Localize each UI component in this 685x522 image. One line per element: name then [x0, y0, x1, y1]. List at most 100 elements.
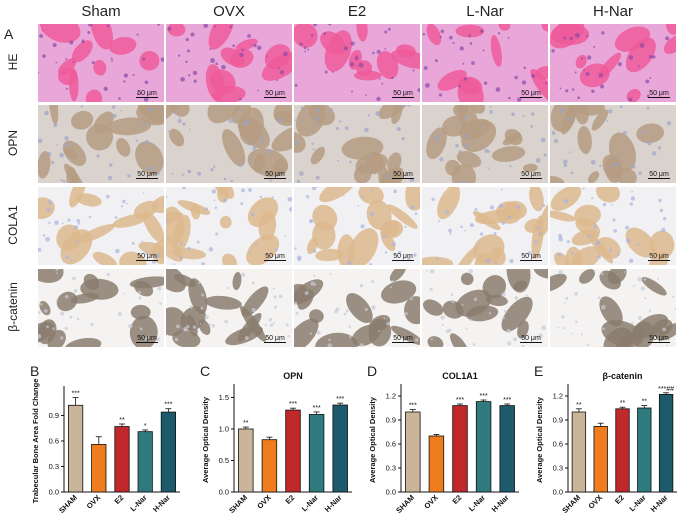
micrograph-tile: 50 μm [422, 24, 548, 102]
chart-title: COL1A1 [442, 371, 478, 381]
x-tick-label: H-Nar [323, 493, 344, 514]
scale-bar-label: 50 μm [393, 170, 413, 178]
x-tick-label: E2 [451, 493, 464, 506]
micrograph-tile: 50 μm [550, 187, 676, 265]
micrograph-texture [166, 269, 292, 347]
y-tick-label: 0.6 [49, 437, 59, 446]
micrograph-tile: 50 μm [166, 24, 292, 102]
y-tick-label: 1.5 [219, 393, 229, 402]
x-tick-label: E2 [284, 493, 297, 506]
scale-bar-line [648, 96, 670, 98]
bar [68, 404, 84, 493]
bar [160, 411, 176, 493]
chart-col1a1-density: COL1A1 Average Optical Density 0.0 0.3 0.6 0.… [368, 371, 519, 515]
bar [137, 431, 153, 493]
bar [452, 405, 468, 493]
micrograph-tile: 50 μm [166, 105, 292, 183]
micrograph-tile: 50 μm [550, 105, 676, 183]
bar [475, 401, 492, 493]
panel-letter-a: A [4, 26, 14, 42]
y-tick-label: 0.0 [49, 488, 59, 497]
scale-bar-line [392, 177, 414, 179]
significance-label: *** [72, 391, 80, 398]
scale-bar-label: 50 μm [393, 334, 413, 342]
y-axis-label: Average Optical Density [368, 396, 377, 483]
scale-bar-label: 50 μm [649, 334, 669, 342]
y-tick-label: 0.3 [49, 462, 59, 471]
scale-bar-line [136, 177, 158, 179]
scale-bar-label: 50 μm [265, 89, 285, 97]
x-tick-label: E2 [613, 493, 626, 506]
bar [91, 444, 107, 493]
row-label-beta-catenin: β-catenin [6, 282, 20, 332]
bar [308, 414, 325, 493]
scale-bar: 50 μm [520, 171, 542, 179]
x-tick-label: SHAM [560, 493, 582, 515]
scale-bar-line [264, 96, 286, 98]
micrograph-texture [422, 269, 548, 347]
micrograph-texture [38, 269, 164, 347]
significance-label: *** [336, 396, 344, 403]
scale-bar-line [264, 177, 286, 179]
y-tick-label: 1.0 [219, 424, 229, 433]
micrograph-tile: 50 μm [294, 105, 420, 183]
significance-label: *** [164, 402, 172, 409]
scale-bar-label: 50 μm [137, 89, 157, 97]
micrograph-tile: 50 μm [422, 269, 548, 347]
scale-bar: 50 μm [136, 253, 158, 261]
micrograph-texture [294, 269, 420, 347]
micrograph-texture [550, 24, 676, 102]
panel-letter-c: C [200, 363, 211, 379]
micrograph-texture [422, 24, 548, 102]
y-tick-label: 0.9 [553, 416, 563, 425]
micrograph-texture [38, 24, 164, 102]
bar [114, 426, 130, 493]
row-label-cola1: COLA1 [6, 205, 20, 245]
micrograph-texture [38, 105, 164, 183]
x-tick-label: L-Nar [467, 493, 487, 513]
scale-bar-label: 50 μm [521, 89, 541, 97]
scale-bar-label: 50 μm [137, 334, 157, 342]
column-header-sham: Sham [81, 3, 121, 20]
scale-bar-label: 50 μm [521, 334, 541, 342]
scale-bar: 50 μm [136, 335, 158, 343]
significance-label: ** [243, 420, 249, 427]
scale-bar: 50 μm [264, 171, 286, 179]
y-tick-label: 1.2 [553, 392, 563, 401]
micrograph-texture [422, 187, 548, 265]
x-tick-label: H-Nar [649, 493, 670, 514]
micrograph-texture [38, 187, 164, 265]
significance-label: * [144, 423, 147, 430]
bar [593, 426, 608, 493]
significance-label: ** [576, 402, 582, 409]
scale-bar-label: 50 μm [265, 334, 285, 342]
significance-label: ** [642, 399, 648, 406]
scale-bar-line [648, 341, 670, 343]
significance-label: *** [456, 397, 464, 404]
micrograph-tile: 50 μm [294, 187, 420, 265]
row-label-he: HE [6, 53, 20, 71]
micrograph-texture [550, 105, 676, 183]
chart-trabecular-bone-area: Trabecular Bone Area Fold Change 0.0 0.3 0.… [31, 379, 180, 515]
column-header-ovx: OVX [213, 3, 245, 20]
panel-letter-b: B [30, 363, 40, 379]
scale-bar-label: 50 μm [649, 252, 669, 260]
significance-label: ***## [658, 386, 674, 393]
scale-bar: 50 μm [648, 335, 670, 343]
scale-bar-line [392, 96, 414, 98]
scale-bar: 50 μm [520, 335, 542, 343]
y-axis-label: Average Optical Density [201, 396, 210, 483]
bar [615, 408, 630, 493]
chart-opn-density: OPN Average Optical Density 0.0 0.5 1.0 1.5 **… [201, 371, 352, 515]
micrograph-texture [166, 24, 292, 102]
scale-bar-label: 50 μm [137, 170, 157, 178]
column-header-e2: E2 [347, 3, 367, 20]
scale-bar: 50 μm [136, 171, 158, 179]
y-tick-label: 1.2 [386, 392, 396, 401]
y-tick-label: 0.5 [219, 456, 229, 465]
scale-bar-line [264, 341, 286, 343]
scale-bar: 50 μm [392, 90, 414, 98]
column-header-h-nar: H-Nar [593, 3, 633, 20]
bar [428, 435, 445, 493]
scale-bar-label: 50 μm [393, 89, 413, 97]
